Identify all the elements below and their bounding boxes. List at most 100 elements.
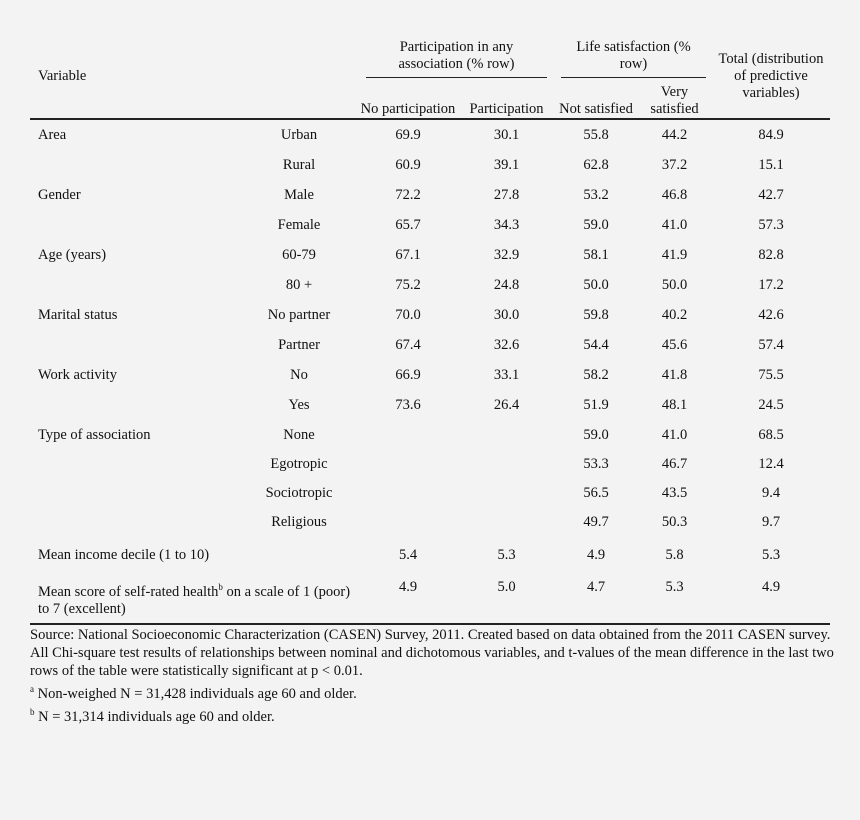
total-cell: 24.5 bbox=[758, 396, 784, 413]
participation-cell bbox=[458, 479, 555, 508]
variable-cell: Work activity bbox=[38, 366, 117, 383]
footnote-b-mark: b bbox=[30, 706, 35, 717]
category-cell: Urban bbox=[280, 126, 318, 143]
no-participation-cell: 67.4 bbox=[395, 336, 421, 353]
not-satisfied-cell: 49.7 bbox=[583, 514, 609, 530]
footnote-b-text: N = 31,314 individuals age 60 and older. bbox=[34, 708, 275, 725]
table-notes: Source: National Socioeconomic Character… bbox=[30, 626, 838, 726]
category-cell: 80 + bbox=[285, 276, 313, 293]
footnote-a: a Non-weighed N = 31,428 individuals age… bbox=[30, 680, 838, 703]
total-cell: 57.4 bbox=[758, 336, 784, 353]
table-row: Egotropic 53.3 46.7 12.4 bbox=[30, 450, 830, 479]
table-row: Age (years) 60-79 67.1 32.9 58.1 41.9 82.8 bbox=[30, 240, 830, 270]
table-row: Area Urban 69.9 30.1 55.8 44.2 84.9 bbox=[30, 119, 830, 150]
table-row: 80 + 75.2 24.8 50.0 50.0 17.2 bbox=[30, 270, 830, 300]
category-cell: No bbox=[290, 366, 308, 383]
not-satisfied-cell: 59.0 bbox=[583, 426, 609, 443]
not-satisfied-cell: 4.7 bbox=[586, 579, 606, 595]
participation-cell: 5.3 bbox=[497, 546, 516, 563]
not-satisfied-cell: 58.1 bbox=[583, 246, 609, 263]
participation-cell bbox=[458, 508, 555, 537]
header-row-sub: No participation Participation Not satis… bbox=[30, 78, 830, 119]
source-note: Source: National Socioeconomic Character… bbox=[30, 627, 831, 643]
no-participation-cell: 4.9 bbox=[398, 579, 418, 595]
very-satisfied-cell: 45.6 bbox=[661, 336, 688, 353]
health-label: Mean score of self-rated healthb on a sc… bbox=[30, 573, 358, 624]
not-satisfied-cell: 58.2 bbox=[583, 366, 609, 383]
participation-cell: 39.1 bbox=[493, 156, 520, 173]
not-satisfied-cell: 59.8 bbox=[583, 306, 609, 323]
total-cell: 17.2 bbox=[758, 276, 784, 293]
variable-cell: Gender bbox=[38, 186, 81, 203]
category-cell: Male bbox=[284, 186, 314, 203]
health-footnote-mark: b bbox=[218, 582, 223, 592]
not-satisfied-cell: 50.0 bbox=[583, 276, 609, 293]
table-row: Female 65.7 34.3 59.0 41.0 57.3 bbox=[30, 210, 830, 240]
total-cell: 5.3 bbox=[761, 546, 781, 563]
variable-cell bbox=[30, 210, 240, 240]
no-participation-cell: 73.6 bbox=[395, 396, 421, 413]
participation-cell: 32.9 bbox=[493, 246, 520, 263]
participation-cell: 27.8 bbox=[493, 186, 520, 203]
category-cell: Partner bbox=[278, 336, 320, 353]
table-row: Marital status No partner 70.0 30.0 59.8 40.2… bbox=[30, 300, 830, 330]
health-row: Mean score of self-rated healthb on a sc… bbox=[30, 573, 830, 624]
variable-cell: Marital status bbox=[38, 306, 118, 323]
no-participation-cell bbox=[358, 479, 458, 508]
variable-header: Variable bbox=[38, 67, 87, 84]
participation-group-header: Participation in any association (% row) bbox=[358, 34, 555, 78]
participation-cell: 26.4 bbox=[493, 396, 520, 413]
health-label-scale: on a scale of 1 (poor) to 7 (excellent) bbox=[38, 583, 351, 617]
not-satisfied-cell: 55.8 bbox=[583, 126, 609, 143]
table-body: Area Urban 69.9 30.1 55.8 44.2 84.9 Rural 60.9 39… bbox=[30, 119, 830, 624]
table-row: Type of association None 59.0 41.0 68.5 bbox=[30, 420, 830, 450]
very-satisfied-cell: 48.1 bbox=[661, 396, 688, 413]
total-cell: 84.9 bbox=[758, 126, 784, 143]
variable-cell bbox=[30, 330, 240, 360]
category-cell: Rural bbox=[282, 156, 316, 173]
satisfaction-group-label: Life satisfaction (% row) bbox=[560, 39, 707, 78]
no-participation-cell bbox=[358, 450, 458, 479]
data-table: Variable Participation in any associatio… bbox=[30, 34, 830, 625]
total-header: Total (distribution of predictive variab… bbox=[718, 50, 824, 101]
income-row: Mean income decile (1 to 10) 5.4 5.3 4.9 5.8… bbox=[30, 537, 830, 573]
very-satisfied-cell: 40.2 bbox=[661, 306, 688, 323]
total-cell: 12.4 bbox=[758, 456, 784, 472]
category-cell: Religious bbox=[271, 514, 327, 530]
very-satisfied-cell: 46.7 bbox=[661, 456, 688, 472]
participation-cell: 33.1 bbox=[493, 366, 520, 383]
category-cell: Sociotropic bbox=[265, 485, 333, 501]
total-cell: 42.6 bbox=[758, 306, 784, 323]
no-participation-cell: 70.0 bbox=[395, 306, 421, 323]
table-row: Religious 49.7 50.3 9.7 bbox=[30, 508, 830, 537]
variable-cell bbox=[30, 150, 240, 180]
participation-cell: 5.0 bbox=[497, 579, 516, 595]
variable-cell bbox=[30, 450, 240, 479]
not-satisfied-header: Not satisfied bbox=[559, 101, 633, 117]
no-participation-header: No participation bbox=[360, 101, 456, 117]
variable-cell: Age (years) bbox=[38, 246, 107, 263]
not-satisfied-cell: 4.9 bbox=[586, 546, 606, 563]
very-satisfied-cell: 44.2 bbox=[661, 126, 688, 143]
very-satisfied-cell: 50.3 bbox=[661, 514, 688, 530]
table-row: Gender Male 72.2 27.8 53.2 46.8 42.7 bbox=[30, 180, 830, 210]
total-cell: 57.3 bbox=[758, 216, 784, 233]
not-satisfied-cell: 51.9 bbox=[583, 396, 609, 413]
participation-header: Participation bbox=[469, 101, 544, 117]
very-satisfied-cell: 5.8 bbox=[665, 546, 684, 563]
no-participation-cell bbox=[358, 508, 458, 537]
very-satisfied-cell: 46.8 bbox=[661, 186, 688, 203]
table-row: Rural 60.9 39.1 62.8 37.2 15.1 bbox=[30, 150, 830, 180]
no-participation-cell: 5.4 bbox=[398, 546, 418, 563]
variable-cell bbox=[30, 390, 240, 420]
category-cell: Yes bbox=[288, 396, 310, 413]
no-participation-cell: 72.2 bbox=[395, 186, 421, 203]
chi-square-note: All Chi-square test results of relations… bbox=[30, 645, 834, 679]
satisfaction-group-header: Life satisfaction (% row) bbox=[555, 34, 712, 78]
no-participation-cell: 69.9 bbox=[395, 126, 421, 143]
very-satisfied-cell: 5.3 bbox=[665, 579, 684, 595]
variable-cell: Area bbox=[38, 126, 67, 143]
category-cell: Female bbox=[277, 216, 321, 233]
total-cell: 4.9 bbox=[761, 579, 781, 595]
